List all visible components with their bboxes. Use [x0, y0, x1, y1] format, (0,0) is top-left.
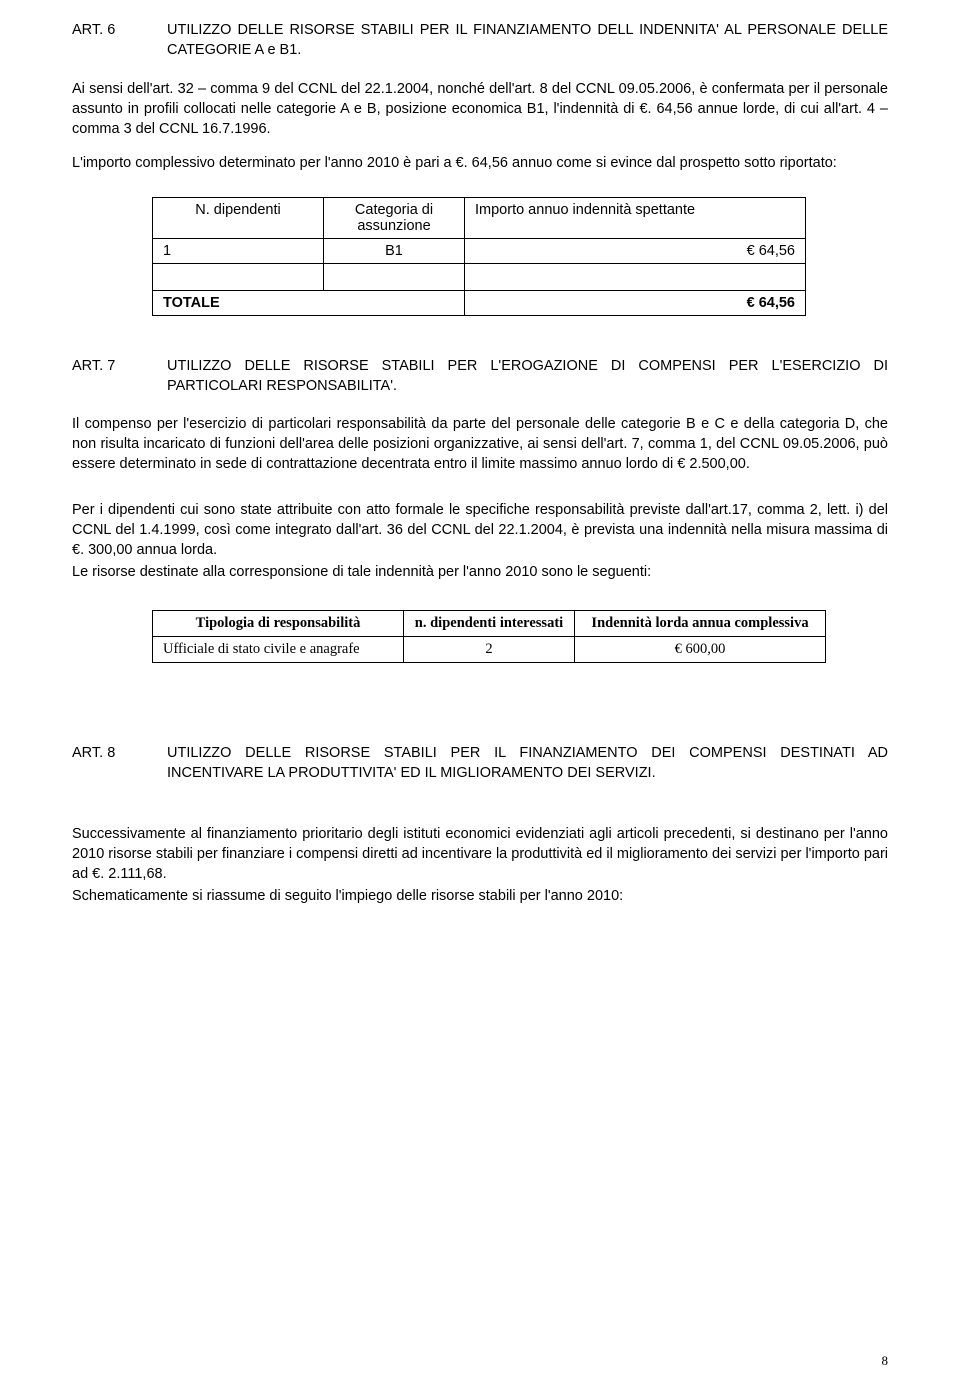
table1-total-label: TOTALE	[153, 290, 465, 315]
art7-label: ART. 7	[72, 356, 167, 376]
table1-h3: Importo annuo indennità spettante	[465, 197, 806, 238]
indennita-table: N. dipendenti Categoria di assunzione Im…	[152, 197, 806, 316]
table-header-row: N. dipendenti Categoria di assunzione Im…	[153, 197, 806, 238]
art7-title: UTILIZZO DELLE RISORSE STABILI PER L'ERO…	[167, 356, 888, 397]
art8-title: UTILIZZO DELLE RISORSE STABILI PER IL FI…	[167, 743, 888, 784]
table2-r1c1: Ufficiale di stato civile e anagrafe	[153, 637, 404, 663]
art6-title: UTILIZZO DELLE RISORSE STABILI PER IL FI…	[167, 20, 888, 61]
art6-label: ART. 6	[72, 20, 167, 40]
table-row: 1 B1 € 64,56	[153, 238, 806, 263]
table2-r1c2: 2	[404, 637, 575, 663]
table1-r1c2: B1	[324, 238, 465, 263]
table2-r1c3: € 600,00	[575, 637, 826, 663]
table2-row: Ufficiale di stato civile e anagrafe 2 €…	[153, 637, 826, 663]
table1-h1: N. dipendenti	[153, 197, 324, 238]
art8-label: ART. 8	[72, 743, 167, 763]
table2-header-row: Tipologia di responsabilità n. dipendent…	[153, 611, 826, 637]
table2-h2: n. dipendenti interessati	[404, 611, 575, 637]
art6-paragraph-2: L'importo complessivo determinato per l'…	[72, 153, 888, 173]
table2-h1: Tipologia di responsabilità	[153, 611, 404, 637]
responsabilita-table: Tipologia di responsabilità n. dipendent…	[152, 610, 826, 663]
table1-r1c3: € 64,56	[465, 238, 806, 263]
art6-paragraph-1: Ai sensi dell'art. 32 – comma 9 del CCNL…	[72, 79, 888, 139]
art8-heading: ART. 8 UTILIZZO DELLE RISORSE STABILI PE…	[72, 743, 888, 784]
page-number: 8	[882, 1353, 889, 1369]
art6-heading: ART. 6 UTILIZZO DELLE RISORSE STABILI PE…	[72, 20, 888, 61]
table-total-row: TOTALE € 64,56	[153, 290, 806, 315]
table1-total-value: € 64,56	[465, 290, 806, 315]
art7-heading: ART. 7 UTILIZZO DELLE RISORSE STABILI PE…	[72, 356, 888, 397]
table2-h3: Indennità lorda annua complessiva	[575, 611, 826, 637]
art8-paragraph-1: Successivamente al finanziamento priorit…	[72, 824, 888, 884]
art7-paragraph-1: Il compenso per l'esercizio di particola…	[72, 414, 888, 474]
table-spacer-row	[153, 263, 806, 290]
art7-paragraph-3: Le risorse destinate alla corresponsione…	[72, 562, 888, 582]
table1-r1c1: 1	[153, 238, 324, 263]
page: ART. 6 UTILIZZO DELLE RISORSE STABILI PE…	[0, 0, 960, 1389]
art7-paragraph-2: Per i dipendenti cui sono state attribui…	[72, 500, 888, 560]
art8-paragraph-2: Schematicamente si riassume di seguito l…	[72, 886, 888, 906]
table1-h2: Categoria di assunzione	[324, 197, 465, 238]
